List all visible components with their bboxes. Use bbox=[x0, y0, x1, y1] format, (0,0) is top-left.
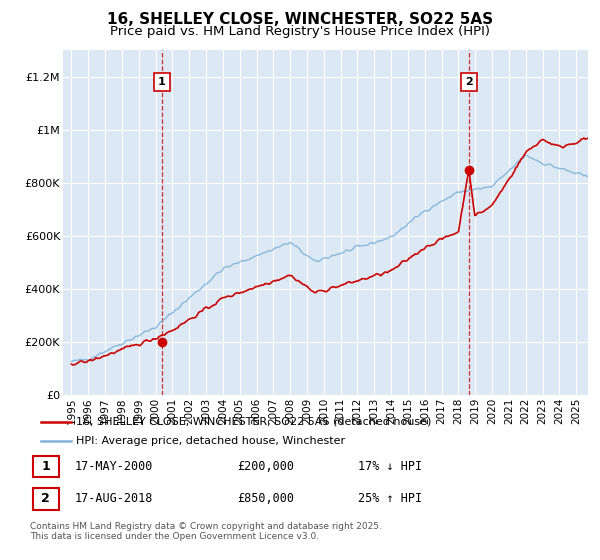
Text: £200,000: £200,000 bbox=[238, 460, 295, 473]
Text: 16, SHELLEY CLOSE, WINCHESTER, SO22 5AS: 16, SHELLEY CLOSE, WINCHESTER, SO22 5AS bbox=[107, 12, 493, 27]
Text: 25% ↑ HPI: 25% ↑ HPI bbox=[358, 492, 422, 505]
Text: 17-MAY-2000: 17-MAY-2000 bbox=[75, 460, 153, 473]
Text: Price paid vs. HM Land Registry's House Price Index (HPI): Price paid vs. HM Land Registry's House … bbox=[110, 25, 490, 38]
FancyBboxPatch shape bbox=[33, 488, 59, 510]
Text: £850,000: £850,000 bbox=[238, 492, 295, 505]
Text: 2: 2 bbox=[465, 77, 473, 87]
FancyBboxPatch shape bbox=[33, 455, 59, 478]
Text: HPI: Average price, detached house, Winchester: HPI: Average price, detached house, Winc… bbox=[76, 436, 346, 446]
Text: 1: 1 bbox=[41, 460, 50, 473]
Text: 17% ↓ HPI: 17% ↓ HPI bbox=[358, 460, 422, 473]
Text: 2: 2 bbox=[41, 492, 50, 505]
Text: 16, SHELLEY CLOSE, WINCHESTER, SO22 5AS (detached house): 16, SHELLEY CLOSE, WINCHESTER, SO22 5AS … bbox=[76, 417, 432, 427]
Text: 17-AUG-2018: 17-AUG-2018 bbox=[75, 492, 153, 505]
Text: 1: 1 bbox=[158, 77, 166, 87]
Text: Contains HM Land Registry data © Crown copyright and database right 2025.
This d: Contains HM Land Registry data © Crown c… bbox=[30, 522, 382, 542]
